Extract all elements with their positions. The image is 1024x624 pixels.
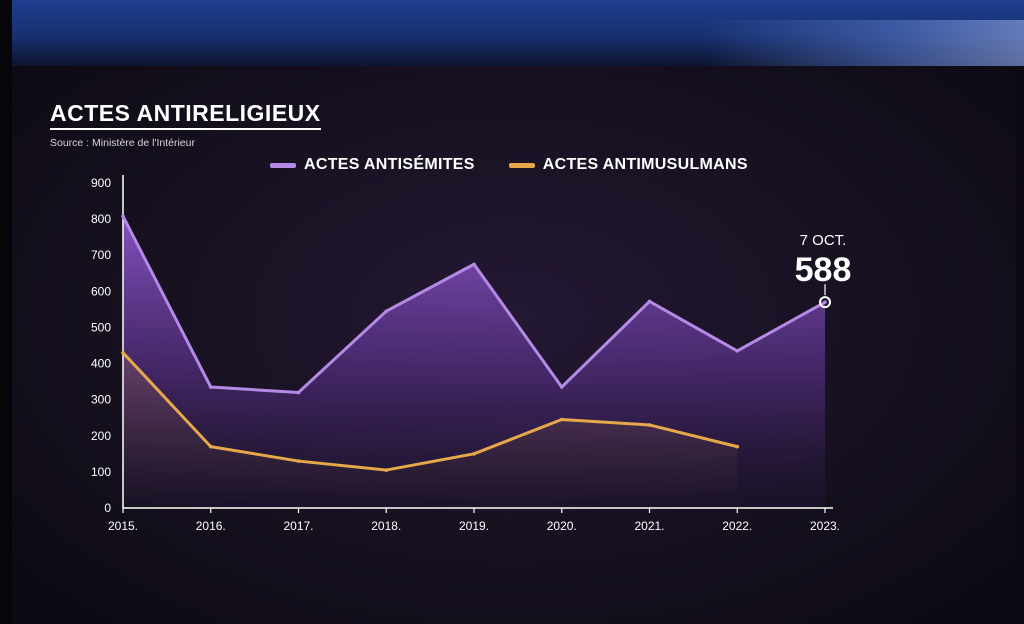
- legend-item-antisemites: ACTES ANTISÉMITES: [270, 156, 475, 174]
- area-antimusulmans-glow: [123, 352, 738, 508]
- point-antimusulmans: [472, 452, 476, 456]
- y-tick-label: 600: [91, 284, 111, 298]
- y-tick-label: 700: [91, 248, 111, 262]
- y-tick-label: 300: [91, 393, 111, 407]
- legend: ACTES ANTISÉMITES ACTES ANTIMUSULMANS: [270, 156, 748, 174]
- annotation-value: 588: [795, 251, 852, 289]
- x-tick-label: 2018.: [371, 519, 401, 533]
- annotation-marker: [819, 296, 831, 309]
- y-tick-label: 100: [91, 465, 111, 479]
- x-tick-label: 2020.: [547, 519, 577, 533]
- point-antisemites: [384, 309, 389, 313]
- legend-label-antimusulmans: ACTES ANTIMUSULMANS: [542, 156, 748, 173]
- chart-title: ACTES ANTIRELIGIEUX: [50, 100, 321, 130]
- point-antisemites: [472, 262, 476, 267]
- top-banner: [0, 0, 1024, 66]
- point-antimusulmans: [296, 459, 301, 463]
- x-tick-label: 2015.: [108, 519, 138, 533]
- left-edge: [0, 0, 12, 624]
- point-antisemites: [208, 385, 213, 389]
- x-tick-label: 2021.: [634, 519, 664, 533]
- y-tick-label: 0: [104, 501, 111, 515]
- legend-swatch-antisemites: [270, 162, 296, 168]
- y-tick-label: 900: [91, 176, 111, 190]
- point-antisemites: [121, 214, 125, 219]
- x-tick-label: 2023.: [810, 519, 840, 533]
- legend-item-antimusulmans: ACTES ANTIMUSULMANS: [508, 156, 748, 174]
- point-antisemites: [823, 300, 827, 304]
- annotation-label: 7 OCT.: [800, 232, 847, 249]
- point-antisemites: [296, 390, 301, 395]
- point-antimusulmans: [559, 417, 564, 422]
- x-tick-label: 2022.: [722, 519, 752, 533]
- y-tick-label: 200: [91, 429, 111, 443]
- x-tick-label: 2016.: [196, 519, 226, 533]
- y-tick-label: 500: [91, 320, 111, 334]
- chart-source: Source : Ministère de l'Intérieur: [50, 137, 195, 149]
- point-antisemites: [735, 349, 740, 353]
- point-antimusulmans: [121, 350, 125, 355]
- x-tick-label: 2017.: [283, 519, 313, 533]
- legend-label-antisemites: ACTES ANTISÉMITES: [304, 156, 475, 173]
- point-antimusulmans: [384, 468, 389, 472]
- point-antisemites: [647, 299, 652, 304]
- y-tick-label: 800: [91, 212, 111, 226]
- legend-swatch-antimusulmans: [508, 162, 535, 168]
- point-antimusulmans: [208, 444, 213, 449]
- x-tick-label: 2019.: [459, 519, 489, 533]
- line-antimusulmans: [121, 351, 738, 472]
- point-antimusulmans: [647, 423, 652, 427]
- point-antimusulmans: [735, 444, 740, 449]
- y-tick-label: 400: [91, 357, 111, 371]
- point-antisemites: [559, 385, 564, 389]
